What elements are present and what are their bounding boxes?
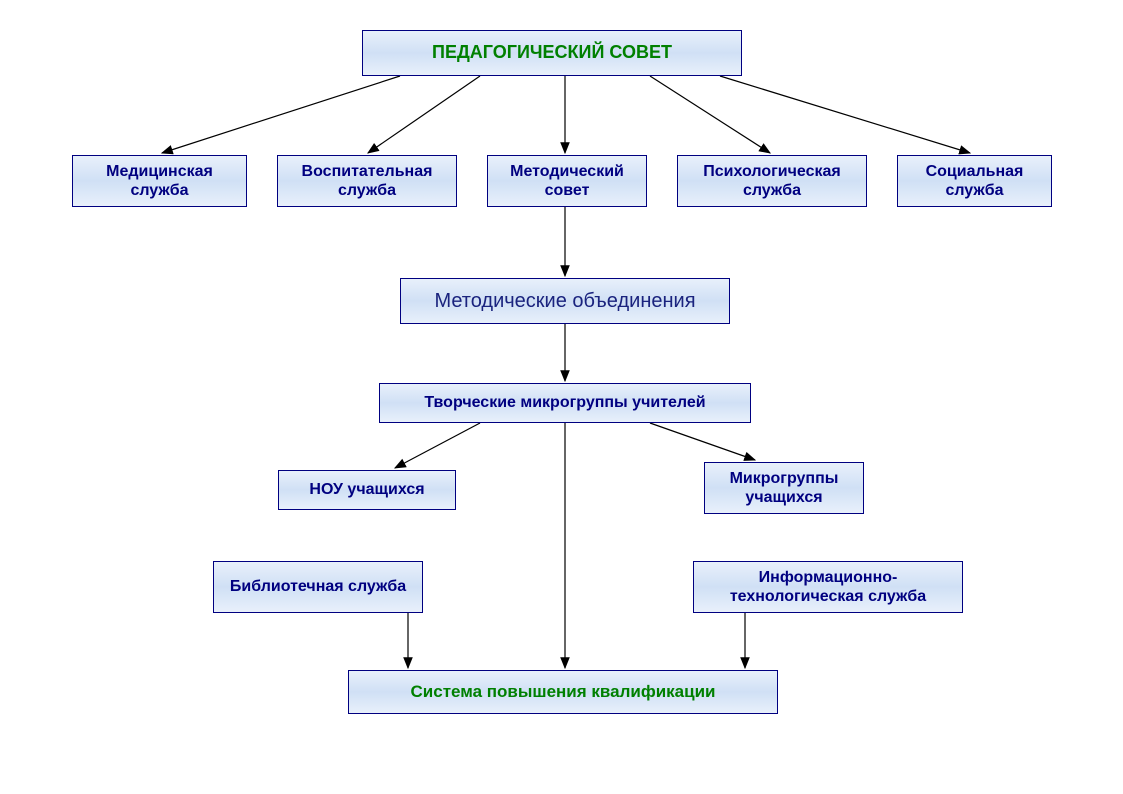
label: Методический совет xyxy=(496,162,638,200)
label: ПЕДАГОГИЧЕСКИЙ СОВЕТ xyxy=(432,42,672,64)
label: Библиотечная служба xyxy=(230,577,406,596)
label: Социальная служба xyxy=(906,162,1043,200)
node-nou-students: НОУ учащихся xyxy=(278,470,456,510)
node-micro-students: Микрогруппы учащихся xyxy=(704,462,864,514)
label: Воспитательная служба xyxy=(286,162,448,200)
node-library-service: Библиотечная служба xyxy=(213,561,423,613)
label: Психологическая служба xyxy=(686,162,858,200)
node-it-service: Информационно-технологическая служба xyxy=(693,561,963,613)
node-creative-groups: Творческие микрогруппы учителей xyxy=(379,383,751,423)
label: НОУ учащихся xyxy=(309,480,424,499)
node-medical-service: Медицинская служба xyxy=(72,155,247,207)
label: Система повышения квалификации xyxy=(411,682,716,702)
node-qualification-system: Система повышения квалификации xyxy=(348,670,778,714)
node-root: ПЕДАГОГИЧЕСКИЙ СОВЕТ xyxy=(362,30,742,76)
label: Методические объединения xyxy=(434,289,695,313)
label: Микрогруппы учащихся xyxy=(713,469,855,507)
label: Творческие микрогруппы учителей xyxy=(424,393,705,412)
node-method-council: Методический совет xyxy=(487,155,647,207)
label: Медицинская служба xyxy=(81,162,238,200)
node-social-service: Социальная служба xyxy=(897,155,1052,207)
node-method-unions: Методические объединения xyxy=(400,278,730,324)
label: Информационно-технологическая служба xyxy=(702,568,954,606)
node-edu-service: Воспитательная служба xyxy=(277,155,457,207)
node-psych-service: Психологическая служба xyxy=(677,155,867,207)
